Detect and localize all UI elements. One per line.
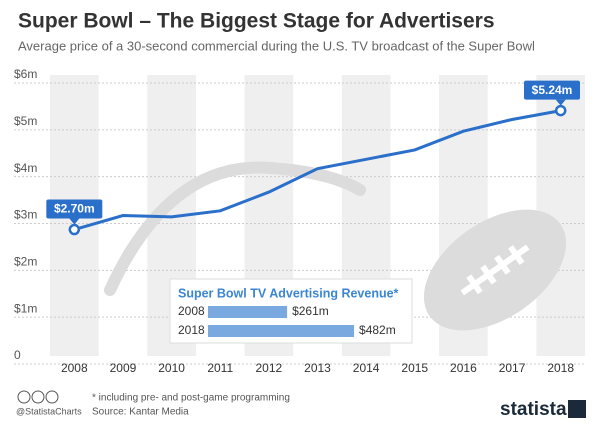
y-tick-label: $3m <box>14 208 37 222</box>
value-label-pointer <box>555 99 566 106</box>
inset-value-label: $261m <box>292 304 329 318</box>
x-tick-label: 2018 <box>547 361 574 375</box>
inset-category: 2008 <box>178 304 205 318</box>
x-tick-label: 2016 <box>450 361 477 375</box>
inset-title: Super Bowl TV Advertising Revenue* <box>178 286 399 300</box>
value-label: $2.70m <box>54 202 95 216</box>
x-tick-label: 2013 <box>304 361 331 375</box>
inset-value-label: $482m <box>359 323 396 337</box>
license-icons <box>17 390 59 404</box>
price-line <box>73 109 561 231</box>
brand-icon <box>568 400 586 418</box>
chart-subtitle: Average price of a 30-second commercial … <box>18 38 535 53</box>
x-tick-label: 2012 <box>256 361 283 375</box>
point <box>554 104 567 117</box>
footnote: * including pre- and post-game programmi… <box>92 393 290 404</box>
x-tick-label: 2009 <box>110 361 137 375</box>
y-tick-label: $6m <box>14 67 37 81</box>
y-tick-label: $1m <box>14 301 37 315</box>
value-label-box <box>524 80 580 100</box>
x-tick-label: 2017 <box>499 361 526 375</box>
brand: statista <box>500 399 567 420</box>
chart-title: Super Bowl – The Biggest Stage for Adver… <box>18 10 495 33</box>
y-tick-label: 0 <box>14 348 21 362</box>
x-tick-label: 2015 <box>401 361 428 375</box>
inset-bar <box>208 325 355 337</box>
value-label: $5.24m <box>532 83 573 97</box>
source: Source: Kantar Media <box>92 407 189 418</box>
football-arc <box>104 161 366 296</box>
handle: @StatistaCharts <box>16 406 82 416</box>
value-label-pointer <box>69 218 80 225</box>
plot: 2008 2009 2010 2011 2012 2013 2014 2015 2016 2017… <box>14 67 580 375</box>
y-tick-label: $4m <box>14 161 37 175</box>
inset-category: 2018 <box>178 323 205 337</box>
inset-bar <box>208 306 288 318</box>
y-tick-label: $2m <box>14 255 37 269</box>
point <box>68 223 81 236</box>
x-tick-label: 2008 <box>61 361 88 375</box>
inset: 2008 $261m 2018 $482m <box>178 304 396 337</box>
value-label-box <box>46 199 103 219</box>
x-tick-label: 2010 <box>158 361 185 375</box>
x-tick-label: 2011 <box>207 361 233 375</box>
football <box>423 209 567 331</box>
y-tick-label: $5m <box>14 114 37 128</box>
x-tick-label: 2014 <box>353 361 380 375</box>
